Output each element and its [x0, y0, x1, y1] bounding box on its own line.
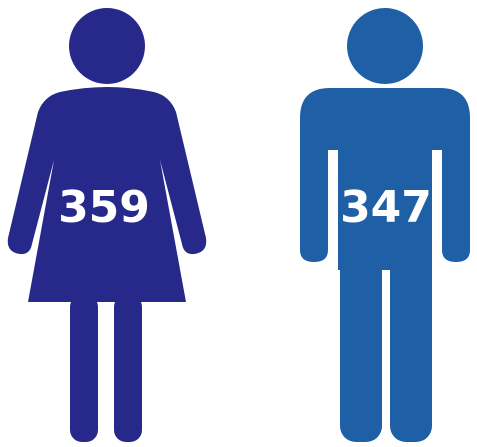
- female-figure: [7, 8, 207, 442]
- head: [69, 8, 145, 84]
- leg: [340, 255, 382, 442]
- torso-arms: [300, 88, 470, 270]
- female-count: 359: [58, 182, 150, 233]
- leg: [70, 295, 98, 442]
- dress-body: [7, 87, 207, 302]
- male-figure: [300, 8, 470, 442]
- head: [347, 8, 423, 84]
- leg: [390, 255, 432, 442]
- male-count: 347: [340, 182, 432, 233]
- leg: [114, 295, 142, 442]
